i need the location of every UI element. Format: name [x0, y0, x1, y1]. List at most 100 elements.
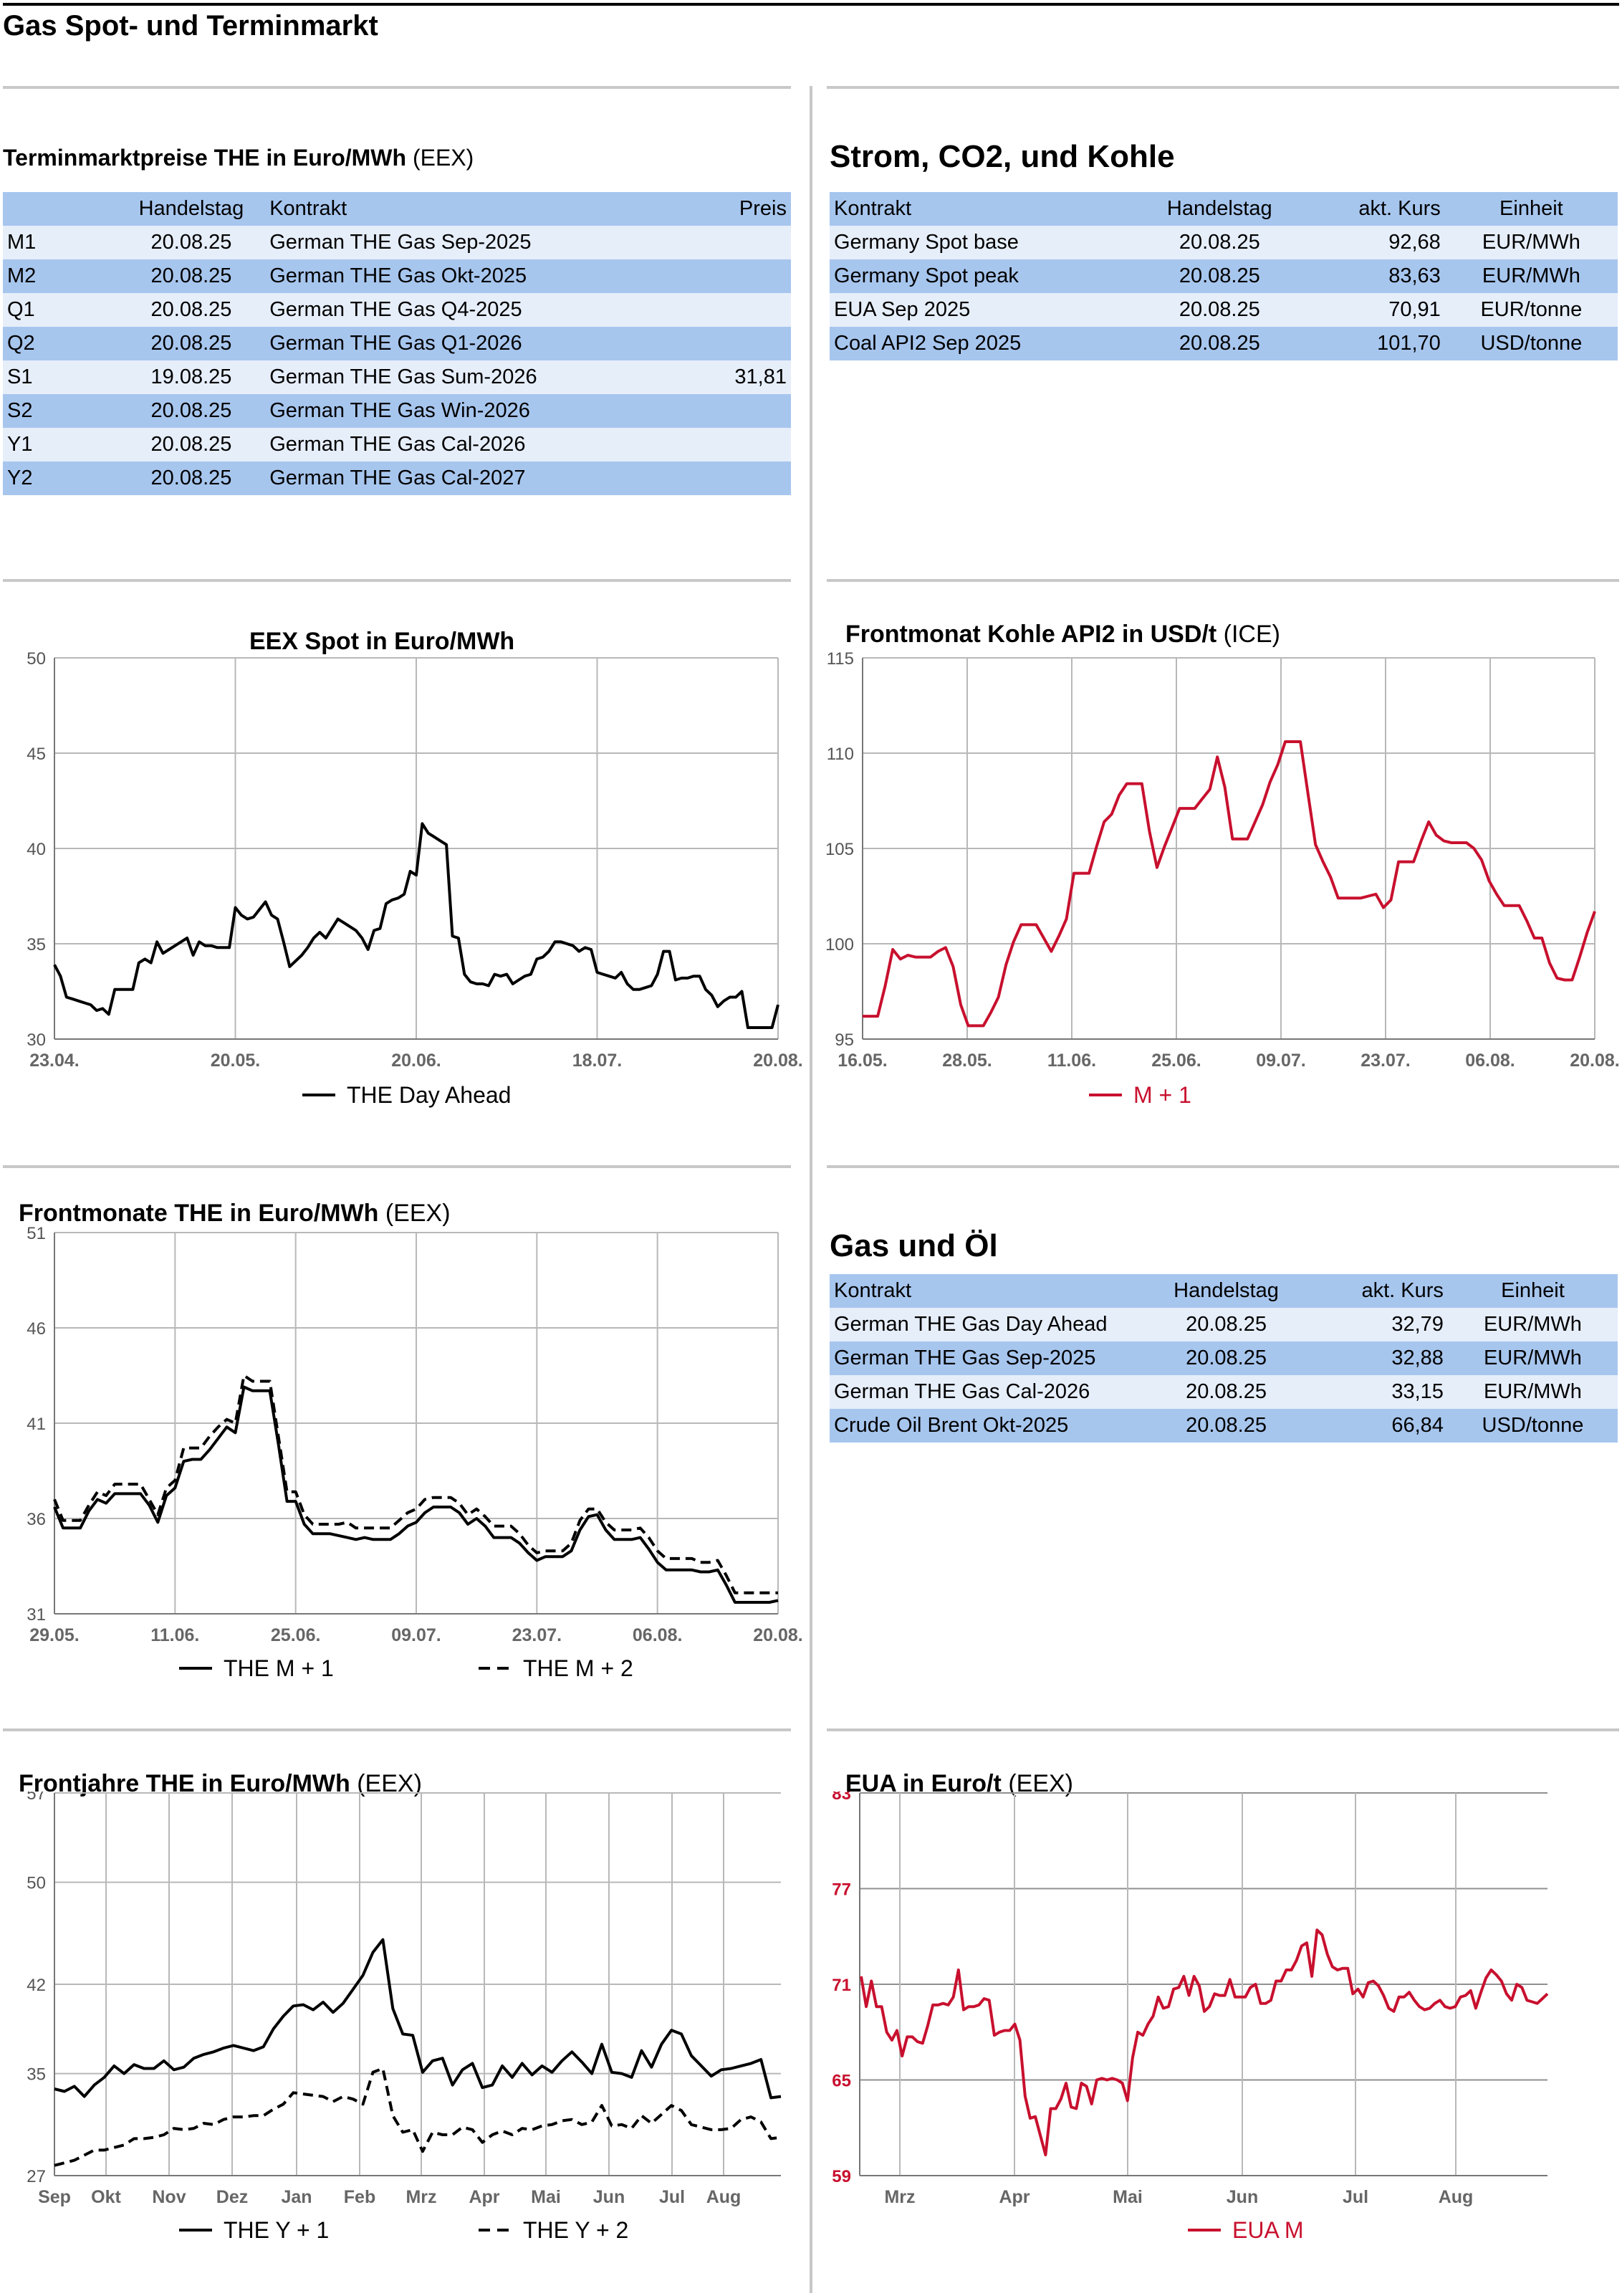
- y-tick-label: 57: [27, 1792, 46, 1804]
- x-tick-label: Dez: [216, 2187, 248, 2207]
- terminmarkt-cell: [687, 428, 791, 461]
- y-tick-label: 115: [827, 649, 854, 669]
- x-tick-label: Aug: [706, 2187, 742, 2207]
- x-tick-label: Mrz: [406, 2187, 436, 2207]
- terminmarkt-source: (EEX): [412, 145, 474, 171]
- strom-row: Coal API2 Sep 2025 20.08.25 101,70 USD/tonn…: [830, 327, 1618, 360]
- y-tick-label: 45: [27, 745, 46, 764]
- gasoel-cell: USD/tonne: [1482, 1414, 1584, 1437]
- y-tick-label: 95: [835, 1030, 854, 1050]
- terminmarkt-cell: [687, 226, 791, 259]
- strom-cell: 101,70: [1377, 332, 1441, 355]
- strom-header-cell: Handelstag: [1166, 197, 1272, 220]
- gasoel-cell: German THE Gas Cal-2026: [834, 1380, 1090, 1403]
- spot-chart-title: EEX Spot in Euro/MWh: [249, 628, 514, 656]
- front-chart-title: Frontmonate THE in Euro/MWh (EEX): [19, 1200, 451, 1228]
- terminmarkt-header-cell: Handelstag: [138, 197, 244, 220]
- strom-row: Germany Spot base 20.08.25 92,68 EUR/MWh: [830, 226, 1618, 259]
- y-tick-label: 27: [27, 2167, 46, 2186]
- gasoel-row: German THE Gas Sep-2025 20.08.25 32,88 EUR/…: [830, 1341, 1618, 1375]
- terminmarkt-cell: Y1: [7, 433, 33, 456]
- x-tick-label: Apr: [999, 2187, 1030, 2207]
- y-tick-label: 50: [27, 1874, 46, 1893]
- x-tick-label: 20.06.: [391, 1051, 441, 1071]
- gasoel-cell: EUR/MWh: [1483, 1346, 1582, 1369]
- terminmarkt-heading: Terminmarktpreise THE in Euro/MWh (EEX): [3, 145, 474, 171]
- strom-cell: 20.08.25: [1179, 332, 1260, 355]
- legend-label: THE Y + 2: [523, 2217, 628, 2243]
- divider: [3, 1165, 791, 1168]
- terminmarkt-cell: M1: [7, 231, 37, 254]
- x-tick-label: 09.07.: [391, 1625, 441, 1645]
- x-tick-label: Jul: [659, 2187, 685, 2207]
- terminmarkt-cell: M2: [7, 264, 37, 287]
- terminmarkt-header-cell: Preis: [739, 197, 787, 220]
- strom-row: Germany Spot peak 20.08.25 83,63 EUR/MWh: [830, 259, 1618, 293]
- spot-chart: 30 35 40 45 50 23.04. 20.05. 20.06. 18.07. 20.08.…: [27, 649, 802, 1108]
- x-tick-label: Feb: [344, 2187, 375, 2207]
- kohle-source: (ICE): [1223, 621, 1280, 648]
- y-tick-label: 35: [27, 2065, 46, 2085]
- divider: [3, 579, 791, 582]
- strom-cell: EUR/MWh: [1482, 231, 1580, 254]
- terminmarkt-cell: 20.08.25: [150, 332, 232, 355]
- terminmarkt-row: M1 20.08.25 German THE Gas Sep-2025: [3, 226, 791, 259]
- terminmarkt-cell: Q1: [7, 298, 35, 321]
- y-tick-label: 100: [825, 935, 854, 955]
- y-tick-label: 83: [832, 1792, 851, 1804]
- x-tick-label: 20.08.: [1570, 1051, 1619, 1071]
- x-tick-label: Okt: [91, 2187, 121, 2207]
- gasoel-table: Kontrakt Handelstag akt. Kurs Einheit German…: [830, 1274, 1618, 1443]
- terminmarkt-row: S2 20.08.25 German THE Gas Win-2026: [3, 394, 791, 428]
- kohle-chart-title: Frontmonat Kohle API2 in USD/t (ICE): [845, 621, 1280, 649]
- x-tick-label: 20.05.: [211, 1051, 261, 1071]
- y-tick-label: 51: [27, 1225, 46, 1243]
- divider: [3, 86, 791, 89]
- gasoel-cell: 33,15: [1391, 1380, 1444, 1403]
- terminmarkt-row: Q2 20.08.25 German THE Gas Q1-2026: [3, 327, 791, 360]
- series-line-1: [53, 822, 779, 1029]
- series-line-2: [53, 1374, 778, 1594]
- x-tick-label: 09.07.: [1256, 1051, 1306, 1071]
- divider: [827, 1165, 1619, 1168]
- y-tick-label: 65: [832, 2072, 851, 2091]
- gasoel-cell: 20.08.25: [1186, 1414, 1267, 1437]
- terminmarkt-cell: 20.08.25: [150, 231, 232, 254]
- legend-label: EUA M: [1232, 2217, 1304, 2243]
- strom-cell: 20.08.25: [1179, 298, 1260, 321]
- strom-cell: Coal API2 Sep 2025: [834, 332, 1022, 355]
- terminmarkt-cell: Q2: [7, 332, 35, 355]
- legend-label: THE M + 1: [224, 1655, 334, 1681]
- terminmarkt-cell: German THE Gas Sum-2026: [269, 365, 537, 388]
- terminmarkt-cell: German THE Gas Sep-2025: [269, 231, 532, 254]
- x-tick-label: 06.08.: [1465, 1051, 1515, 1071]
- terminmarkt-title: Terminmarktpreise THE in Euro/MWh: [3, 145, 407, 171]
- strom-title: Strom, CO2, und Kohle: [830, 139, 1175, 174]
- y-tick-label: 59: [832, 2167, 851, 2186]
- terminmarkt-cell: [687, 293, 791, 327]
- gasoel-cell: 32,88: [1391, 1346, 1444, 1369]
- y-tick-label: 110: [827, 745, 854, 764]
- x-tick-label: Sep: [38, 2187, 71, 2207]
- gasoel-cell: EUR/MWh: [1483, 1380, 1582, 1403]
- gasoel-header-row: Kontrakt Handelstag akt. Kurs Einheit: [830, 1274, 1618, 1308]
- x-tick-label: 20.08.: [753, 1051, 802, 1071]
- terminmarkt-cell: German THE Gas Cal-2026: [269, 433, 526, 456]
- series-line-1: [863, 740, 1596, 1028]
- x-tick-label: 28.05.: [942, 1051, 992, 1071]
- gasoel-cell: 20.08.25: [1186, 1380, 1267, 1403]
- terminmarkt-row: S1 19.08.25 German THE Gas Sum-2026 31,81: [3, 360, 791, 394]
- y-tick-label: 31: [27, 1605, 46, 1625]
- gasoel-title: Gas und Öl: [830, 1228, 998, 1263]
- terminmarkt-cell: 20.08.25: [150, 264, 232, 287]
- legend-label: M + 1: [1133, 1082, 1191, 1108]
- gasoel-header-cell: akt. Kurs: [1361, 1279, 1444, 1302]
- series-line-1: [54, 1938, 782, 2100]
- gasoel-cell: German THE Gas Day Ahead: [834, 1313, 1108, 1336]
- terminmarkt-cell: German THE Gas Q1-2026: [269, 332, 522, 355]
- gasoel-cell: 20.08.25: [1186, 1346, 1267, 1369]
- x-tick-label: 11.06.: [1047, 1051, 1096, 1071]
- series-line-2: [54, 2067, 782, 2167]
- legend-label: THE Y + 1: [224, 2217, 329, 2243]
- strom-cell: 20.08.25: [1179, 231, 1260, 254]
